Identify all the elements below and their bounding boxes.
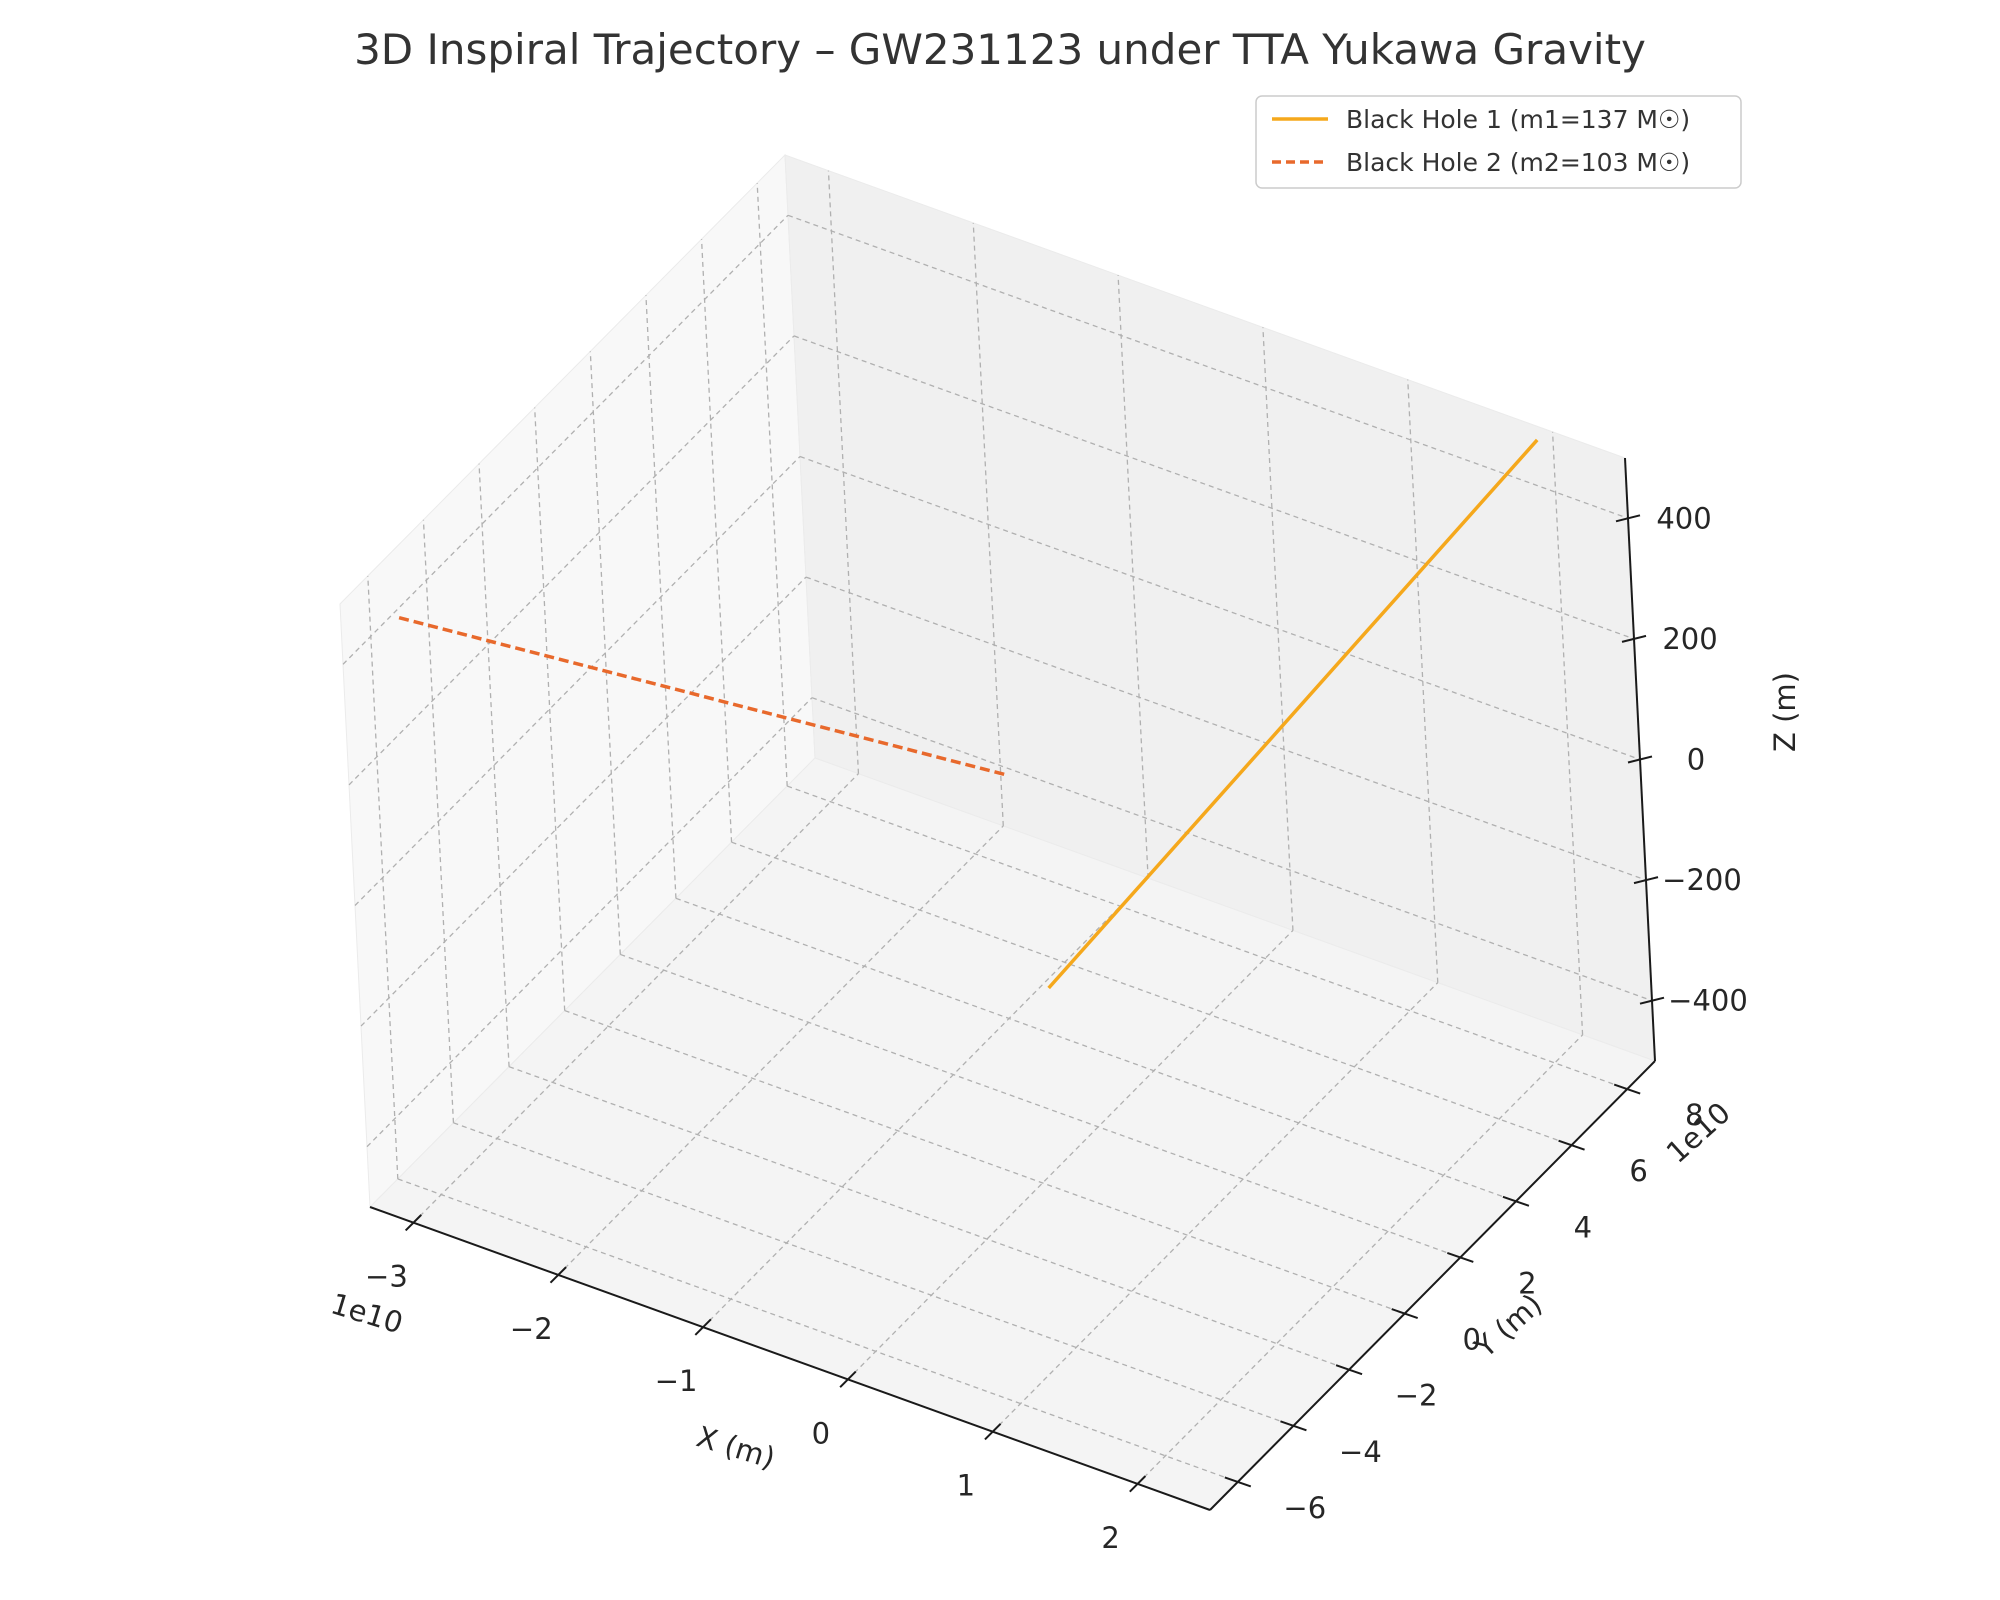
y-tick (1391, 1308, 1419, 1320)
x-tick (404, 1214, 422, 1232)
grid-line-x-floor (1137, 1034, 1584, 1485)
y-axis-line (1209, 1060, 1656, 1511)
y-tick (1224, 1476, 1252, 1488)
grid-line-z-left (342, 214, 789, 665)
grid-line-z-back (811, 697, 1653, 1002)
z-tick-label: 200 (1662, 622, 1717, 656)
grid-line-y-floor (508, 1066, 1350, 1371)
y-tick-label: −4 (1339, 1435, 1382, 1469)
y-tick-label: 8 (1685, 1098, 1703, 1132)
x-axis-label: X (m) (693, 1419, 779, 1475)
grid-line-y-floor (731, 841, 1572, 1146)
grid-line-z-back (787, 214, 1629, 519)
grid-line-z-left (360, 576, 807, 1027)
y-tick-label: 4 (1574, 1210, 1592, 1244)
y-tick (1335, 1364, 1363, 1376)
grid-line-y-floor (620, 953, 1461, 1259)
legend-label-black-hole-1: Black Hole 1 (m1=137 M☉) (1346, 105, 1690, 134)
grid-line-z-left (366, 697, 813, 1148)
grid-line-x-floor (847, 929, 1294, 1380)
z-tick-label: 0 (1687, 743, 1705, 777)
grid-lines (342, 170, 1653, 1485)
grid-line-x-floor (702, 877, 1149, 1328)
y-tick-label: 0 (1462, 1323, 1480, 1357)
grid-line-y-left (756, 183, 788, 787)
y-tick-label: 2 (1518, 1266, 1536, 1300)
grid-line-z-back (793, 335, 1635, 640)
z-tick (1639, 996, 1665, 1005)
y-tick-label: 6 (1629, 1154, 1647, 1188)
chart-title: 3D Inspiral Trajectory – GW231123 under … (354, 25, 1646, 74)
grid-line-z-back (805, 576, 1647, 881)
x-tick-label: 1 (957, 1469, 975, 1503)
grid-line-x-floor (557, 825, 1004, 1276)
y-tick-label: −2 (1395, 1379, 1438, 1413)
legend: Black Hole 1 (m1=137 M☉) Black Hole 2 (m… (1255, 95, 1742, 189)
grid-line-z-back (799, 455, 1641, 761)
z-tick-label: −400 (1668, 984, 1748, 1018)
grid-line-x-floor (992, 982, 1439, 1433)
grid-line-y-floor (564, 1009, 1405, 1315)
x-tick (549, 1266, 567, 1284)
x-offset-text: 1e10 (327, 1286, 407, 1340)
grid-line-x-back (1551, 431, 1584, 1035)
x-tick (839, 1370, 857, 1388)
series-layer (398, 438, 1539, 990)
z-tick (1633, 876, 1659, 885)
z-tick-label: −200 (1662, 863, 1742, 897)
grid-line-x-back (1407, 379, 1439, 983)
grid-line-y-left (478, 463, 510, 1067)
y-tick-label: −6 (1283, 1491, 1326, 1525)
grid-line-y-floor (453, 1122, 1294, 1427)
z-tick (1615, 514, 1641, 523)
z-axis-label: Z (m) (1768, 672, 1802, 752)
grid-line-y-floor (786, 785, 1628, 1090)
x-tick (984, 1423, 1002, 1441)
grid-line-y-floor (397, 1178, 1239, 1483)
y-tick (1558, 1139, 1585, 1151)
y-tick (1446, 1251, 1474, 1263)
x-tick-label: 0 (812, 1416, 830, 1450)
grid-line-y-floor (675, 897, 1517, 1202)
z-tick (1621, 634, 1647, 643)
y-tick (1613, 1083, 1641, 1095)
grid-line-z-left (348, 335, 795, 786)
legend-label-black-hole-2: Black Hole 2 (m2=103 M☉) (1346, 148, 1690, 177)
x-tick-label: 2 (1101, 1521, 1119, 1555)
z-tick (1627, 755, 1653, 764)
grid-line-z-left (354, 456, 801, 906)
x-axis-line (369, 1206, 1211, 1511)
x-tick-label: −3 (365, 1260, 408, 1294)
x-tick-label: −2 (510, 1312, 553, 1346)
series-line-black-hole-1 (1047, 438, 1539, 990)
x-tick (694, 1318, 712, 1336)
axes: −3 −2 −1 0 1 2 −6 −4 −2 0 2 4 6 8 −400 −200 0 200 400 (365, 457, 1748, 1555)
z-tick-label: 400 (1656, 501, 1711, 535)
y-tick (1280, 1420, 1307, 1432)
grid-line-x-floor (412, 773, 859, 1224)
x-tick (1129, 1475, 1147, 1493)
legend-box (1255, 95, 1742, 189)
y-tick (1502, 1195, 1530, 1207)
x-tick-label: −1 (655, 1364, 698, 1398)
grid-line-y-left (534, 407, 566, 1011)
